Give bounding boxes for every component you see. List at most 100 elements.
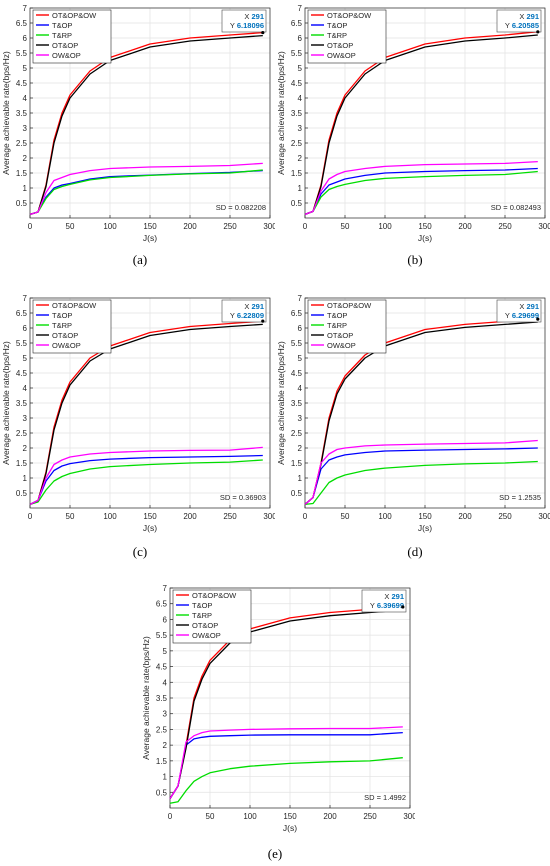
x-tick-label: 200 (323, 812, 337, 821)
y-tick-label: 4.5 (156, 663, 168, 672)
series-line-OW&OP (29, 162, 263, 216)
legend-label: T&RP (327, 31, 347, 40)
series-line-OT&OP (169, 609, 403, 799)
series-line-OW&OP (304, 160, 538, 216)
x-tick-label: 50 (66, 222, 75, 231)
series-line-OT&OP (29, 323, 263, 505)
legend-label: T&OP (192, 601, 212, 610)
x-tick-label: 250 (498, 512, 512, 521)
legend-label: T&OP (327, 311, 347, 320)
x-tick-label: 250 (498, 222, 512, 231)
legend-label: OT&OP (52, 41, 78, 50)
y-tick-label: 4.5 (16, 79, 28, 88)
panel-label-a: (a) (132, 252, 148, 267)
y-tick-label: 1.5 (16, 459, 28, 468)
legend-label: T&OP (52, 311, 72, 320)
y-tick-label: 3 (298, 414, 303, 423)
datatip-y: Y 6.22809 (230, 311, 264, 320)
y-tick-label: 2.5 (291, 429, 303, 438)
panel-label-c: (c) (132, 544, 148, 559)
x-tick-label: 150 (283, 812, 297, 821)
datatip-marker (401, 605, 405, 609)
y-tick-label: 3.5 (16, 399, 28, 408)
y-tick-label: 1 (298, 184, 303, 193)
legend-label: OT&OP&OW (327, 11, 372, 20)
x-tick-label: 100 (103, 512, 117, 521)
y-tick-label: 6 (23, 34, 28, 43)
series-line-T&RP (304, 460, 538, 506)
y-tick-label: 0.5 (156, 788, 168, 797)
x-axis-label: J(s) (418, 523, 432, 533)
x-tick-label: 150 (418, 512, 432, 521)
legend-label: OT&OP&OW (52, 11, 97, 20)
datatip-y: Y 6.29699 (505, 311, 539, 320)
datatip-x: X 291 (244, 12, 264, 21)
y-tick-label: 6 (23, 324, 28, 333)
series-line-T&RP (29, 169, 263, 216)
y-tick-label: 7 (163, 584, 168, 593)
legend-label: OT&OP&OW (52, 301, 97, 310)
legend-box (172, 589, 252, 644)
y-tick-label: 2 (163, 741, 168, 750)
x-axis-label: J(s) (418, 233, 432, 243)
y-tick-label: 6.5 (156, 600, 168, 609)
series-line-T&OP (29, 454, 263, 505)
legend-label: OT&OP (327, 41, 353, 50)
x-tick-label: 0 (303, 512, 308, 521)
x-tick-label: 150 (418, 222, 432, 231)
series-line-OW&OP (169, 726, 403, 799)
datatip-y: Y 6.18096 (230, 21, 264, 30)
datatip-y: Y 6.20585 (505, 21, 539, 30)
y-tick-label: 1 (163, 773, 168, 782)
legend-label: OT&OP (192, 621, 218, 630)
x-tick-label: 250 (223, 512, 237, 521)
datatip-marker (536, 317, 540, 321)
legend-label: OW&OP (52, 341, 81, 350)
y-tick-label: 6.5 (16, 309, 28, 318)
x-tick-label: 300 (263, 222, 275, 231)
datatip-x: X 291 (519, 12, 539, 21)
y-tick-label: 0.5 (16, 489, 28, 498)
y-tick-label: 6 (163, 615, 168, 624)
y-tick-label: 6.5 (291, 309, 303, 318)
series-line-T&RP (304, 170, 538, 216)
x-tick-label: 50 (206, 812, 215, 821)
datatip-marker (261, 319, 265, 323)
x-tick-label: 100 (378, 222, 392, 231)
sd-annotation: SD = 0.36903 (220, 493, 266, 502)
legend-label: OW&OP (192, 631, 221, 640)
x-tick-label: 250 (223, 222, 237, 231)
y-tick-label: 6.5 (16, 19, 28, 28)
legend-label: T&OP (327, 21, 347, 30)
datatip-box (361, 589, 407, 613)
y-tick-label: 7 (23, 294, 28, 303)
legend-box (307, 299, 387, 354)
y-tick-label: 2.5 (16, 429, 28, 438)
panel-label-e: (e) (267, 846, 283, 861)
y-tick-label: 1 (23, 474, 28, 483)
legend-label: T&OP (52, 21, 72, 30)
y-tick-label: 3 (163, 710, 168, 719)
y-tick-label: 5 (23, 64, 28, 73)
chart-panel-c: 0 50 100 150 200 250 300 0.5 1 1.5 2 2.5 3 3.5 4 4.5 5 5.… (1, 294, 275, 533)
y-tick-label: 5.5 (16, 339, 28, 348)
x-tick-label: 50 (66, 512, 75, 521)
x-tick-label: 300 (403, 812, 415, 821)
x-axis-label: J(s) (283, 823, 297, 833)
y-tick-label: 6 (298, 34, 303, 43)
y-tick-label: 0.5 (16, 199, 28, 208)
x-tick-label: 300 (538, 222, 550, 231)
legend-box (32, 9, 112, 64)
y-tick-label: 4 (23, 94, 28, 103)
panel-label-b: (b) (407, 252, 423, 267)
x-tick-label: 0 (28, 222, 33, 231)
y-tick-label: 5.5 (291, 339, 303, 348)
y-tick-label: 4 (23, 384, 28, 393)
y-tick-label: 2.5 (156, 725, 168, 734)
y-tick-label: 1.5 (16, 169, 28, 178)
y-tick-label: 3.5 (156, 694, 168, 703)
y-tick-label: 2 (23, 154, 28, 163)
y-tick-label: 5.5 (156, 631, 168, 640)
datatip-x: X 291 (519, 302, 539, 311)
datatip-box (221, 299, 267, 323)
